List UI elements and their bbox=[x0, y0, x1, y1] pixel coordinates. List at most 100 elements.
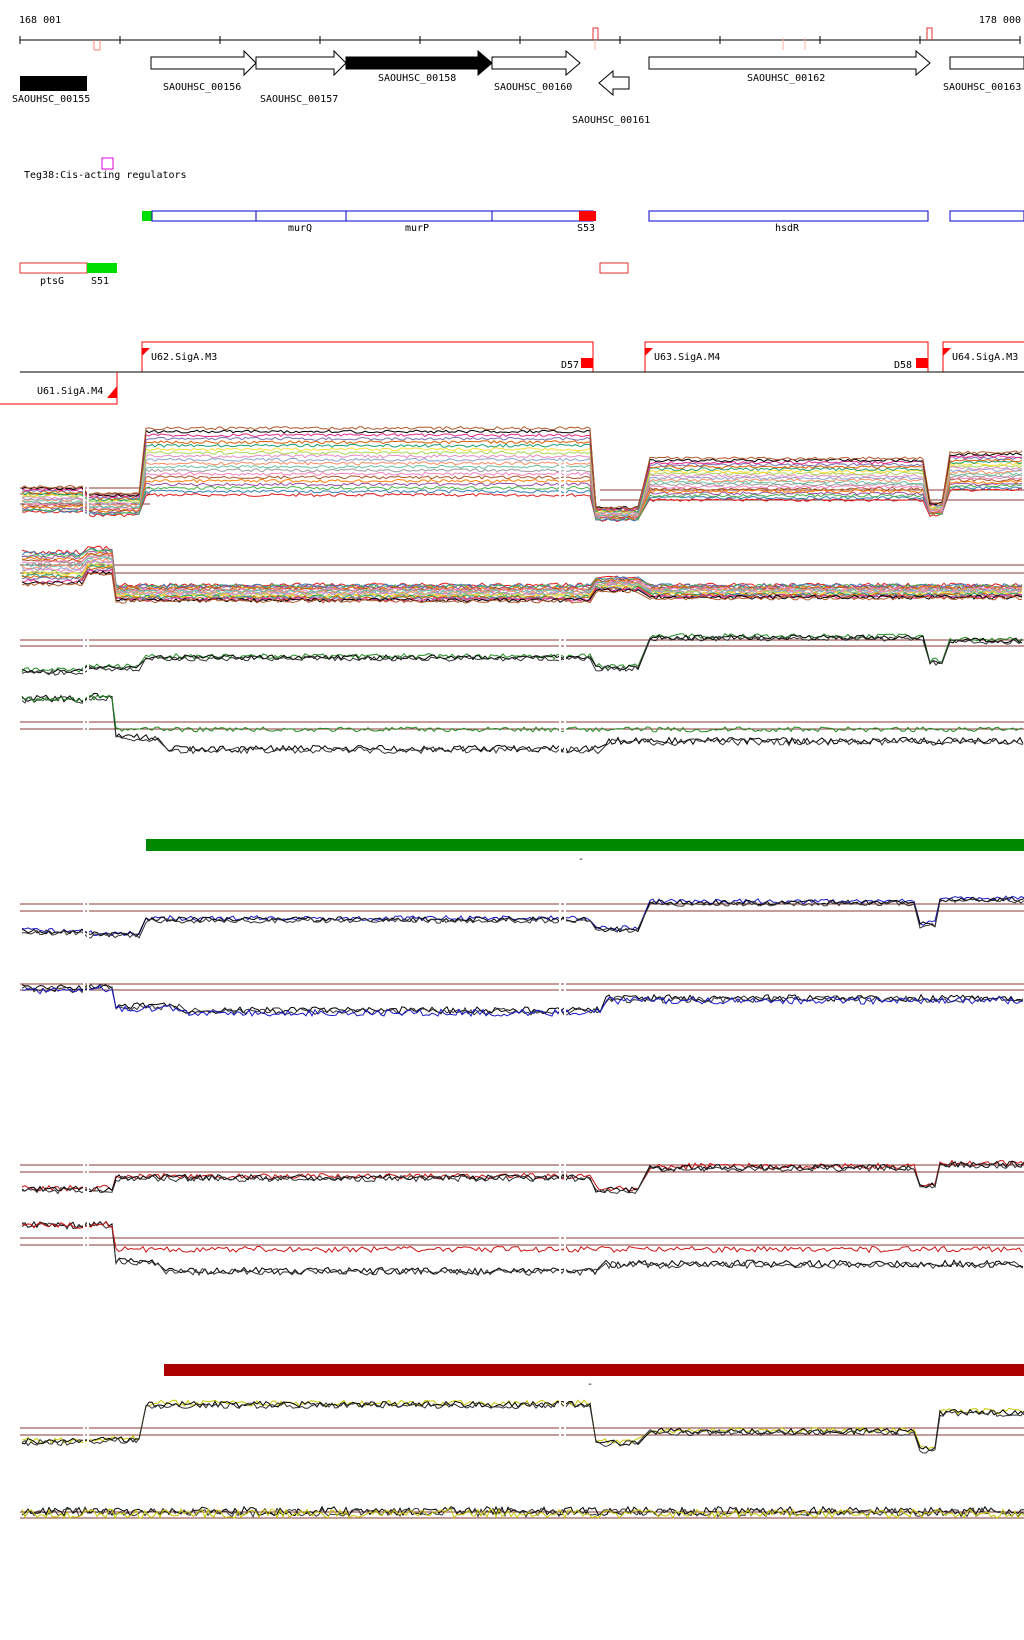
feature-S51-block[interactable] bbox=[87, 263, 117, 273]
expression-trace bbox=[21, 572, 1023, 604]
gene-SAOUHSC_00161[interactable]: SAOUHSC_00161 bbox=[572, 69, 650, 126]
expression-trace bbox=[21, 429, 1023, 510]
green-condition-reverse-track[interactable] bbox=[21, 692, 1024, 755]
gene-SAOUHSC_00156[interactable]: SAOUHSC_00156 bbox=[150, 49, 257, 93]
expression-trace bbox=[21, 482, 1023, 520]
expression-trace bbox=[21, 694, 1024, 755]
expression-trace bbox=[21, 1162, 1024, 1195]
expression-trace bbox=[21, 461, 1022, 517]
gene-SAOUHSC_00155[interactable]: SAOUHSC_00155 bbox=[12, 76, 90, 105]
expression-trace bbox=[21, 983, 1024, 1015]
axis-end-label: 178 000 bbox=[979, 15, 1021, 26]
tu-U61-outline[interactable] bbox=[0, 372, 118, 405]
expression-trace bbox=[21, 471, 1023, 519]
axis-marker bbox=[592, 27, 599, 40]
expression-trace bbox=[21, 1401, 1024, 1454]
tu-label-D58: D58 bbox=[894, 360, 912, 371]
regulator-marker[interactable] bbox=[101, 157, 114, 170]
gene-label: SAOUHSC_00158 bbox=[378, 73, 456, 84]
feature-green-block[interactable] bbox=[142, 211, 152, 221]
expression-trace bbox=[21, 488, 1023, 523]
operon-block-right[interactable] bbox=[949, 210, 1024, 222]
red-condition-reverse-mean[interactable] bbox=[21, 1220, 1023, 1254]
expression-trace bbox=[21, 447, 1023, 514]
expression-trace bbox=[21, 635, 1023, 676]
gene-SAOUHSC_00162[interactable]: SAOUHSC_00162 bbox=[648, 49, 931, 84]
expression-trace bbox=[21, 484, 1023, 521]
feature-ptsG-block[interactable] bbox=[19, 262, 88, 274]
tu-D57-block[interactable] bbox=[581, 358, 593, 368]
red-condition-reverse-track[interactable] bbox=[21, 1220, 1024, 1277]
expression-trace bbox=[21, 454, 1023, 515]
multi-condition-reverse-track[interactable] bbox=[21, 545, 1023, 604]
red-segment-band[interactable] bbox=[164, 1364, 1024, 1376]
tu-U62-outline[interactable] bbox=[141, 341, 594, 372]
axis-start-label: 168 001 bbox=[19, 15, 61, 26]
tu-U63-outline[interactable] bbox=[644, 341, 929, 372]
coordinate-axis: 168 001 178 000 bbox=[19, 15, 1021, 51]
tu-U62-flag bbox=[142, 348, 150, 356]
gene-label: SAOUHSC_00157 bbox=[260, 94, 338, 105]
gene-label: SAOUHSC_00161 bbox=[572, 115, 650, 126]
expression-trace bbox=[21, 457, 1023, 516]
expression-trace bbox=[21, 548, 1023, 590]
operon-label-S53: S53 bbox=[577, 223, 595, 234]
axis-marker bbox=[926, 27, 933, 40]
yellow-condition-reverse-track[interactable] bbox=[21, 1505, 1024, 1520]
yellow-condition-forward-track[interactable] bbox=[21, 1399, 1024, 1454]
expression-trace bbox=[21, 694, 1023, 733]
expression-trace bbox=[21, 1399, 1024, 1450]
tu-U61-flag bbox=[107, 386, 117, 398]
feature-label-ptsG: ptsG bbox=[40, 276, 64, 287]
expression-trace bbox=[21, 425, 1023, 510]
expression-trace bbox=[21, 475, 1023, 519]
green-condition-forward-track[interactable] bbox=[21, 633, 1023, 676]
expression-trace bbox=[21, 464, 1023, 517]
expression-trace bbox=[21, 1220, 1023, 1254]
expression-trace bbox=[21, 1506, 1024, 1519]
gene-SAOUHSC_00157[interactable]: SAOUHSC_00157 bbox=[255, 49, 347, 105]
operon-block-hsdR[interactable] bbox=[648, 210, 929, 222]
green-condition-reverse-mean[interactable] bbox=[21, 694, 1023, 733]
expression-trace bbox=[21, 562, 1023, 599]
blue-condition-forward-track[interactable] bbox=[21, 895, 1024, 939]
tu-label-U64: U64.SigA.M3 bbox=[952, 352, 1018, 363]
tu-U64-outline[interactable] bbox=[942, 341, 1024, 372]
green-segment-band[interactable] bbox=[146, 839, 1024, 851]
feature-red-outline[interactable] bbox=[599, 262, 629, 274]
expression-trace bbox=[21, 984, 1024, 1018]
blue-condition-reverse-track[interactable] bbox=[21, 983, 1024, 1018]
expression-trace bbox=[21, 468, 1023, 518]
expression-trace bbox=[21, 545, 1023, 588]
tu-label-U63: U63.SigA.M4 bbox=[654, 352, 720, 363]
gene-label: SAOUHSC_00156 bbox=[163, 82, 241, 93]
cis-regulator-track: Teg38:Cis-acting regulators bbox=[24, 157, 187, 181]
gene-label: SAOUHSC_00160 bbox=[494, 82, 572, 93]
multi-condition-forward-track[interactable] bbox=[21, 425, 1023, 523]
feature-S53-block[interactable] bbox=[579, 211, 596, 221]
gene-SAOUHSC_00163[interactable]: SAOUHSC_00163 bbox=[943, 56, 1024, 93]
tu-U63-flag bbox=[645, 348, 653, 356]
expression-tracks bbox=[20, 425, 1024, 1520]
expression-trace bbox=[21, 478, 1023, 520]
expression-trace bbox=[21, 436, 1023, 512]
operon-track: murQ murP S53 hsdR ptsG S51 bbox=[19, 210, 1024, 287]
tu-D58-block[interactable] bbox=[916, 358, 928, 368]
expression-trace bbox=[22, 897, 1024, 939]
operon-label-murQ: murQ bbox=[288, 223, 312, 234]
expression-trace bbox=[21, 692, 1024, 753]
gene-SAOUHSC_00160[interactable]: SAOUHSC_00160 bbox=[491, 49, 581, 93]
operon-block-murQ[interactable] bbox=[151, 210, 594, 222]
tu-U64-flag bbox=[943, 348, 951, 356]
expression-trace bbox=[21, 443, 1023, 513]
gene-SAOUHSC_00158[interactable]: SAOUHSC_00158 bbox=[345, 49, 493, 84]
gene-label: SAOUHSC_00162 bbox=[747, 73, 825, 84]
red-band-label: - bbox=[587, 1379, 593, 1390]
gene-label: SAOUHSC_00155 bbox=[12, 94, 90, 105]
expression-trace bbox=[21, 1400, 1024, 1451]
expression-trace bbox=[21, 550, 1023, 591]
expression-trace bbox=[21, 1220, 1024, 1276]
gene-label: SAOUHSC_00163 bbox=[943, 82, 1021, 93]
red-condition-forward-track[interactable] bbox=[21, 1159, 1024, 1195]
